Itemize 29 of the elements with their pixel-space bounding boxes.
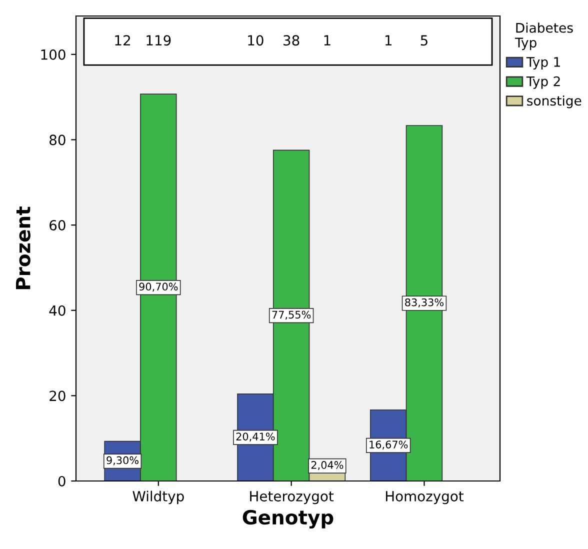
annotation: 10: [248, 35, 264, 46]
y-tick-label: 40: [49, 305, 66, 316]
legend-title: Diabetes Typ: [514, 22, 573, 50]
data-label: 77,55%: [272, 310, 311, 320]
data-label: 16,67%: [370, 440, 408, 450]
annotation: 1: [324, 35, 330, 46]
legend-label: Typ 1: [526, 57, 560, 70]
annotation: 12: [115, 35, 130, 46]
data-label: 9,30%: [106, 456, 138, 466]
y-tick-label: 80: [50, 134, 66, 146]
y-tick-label: 0: [58, 476, 66, 486]
data-label: 90,70%: [139, 282, 178, 292]
legend-label: sonstige: [527, 95, 582, 108]
data-label: 2,04%: [311, 461, 344, 470]
y-tick-label: 60: [50, 220, 66, 231]
data-label: 20,41%: [236, 432, 275, 442]
x-axis-title: Genotyp: [242, 510, 334, 529]
x-tick-label: Wildtyp: [132, 490, 184, 504]
x-tick-label: Heterozygot: [250, 491, 334, 504]
x-tick-label: Homozygot: [386, 491, 464, 504]
legend-label: Typ 2: [526, 76, 560, 89]
y-tick-label: 20: [50, 390, 66, 402]
annotation: 5: [420, 35, 428, 46]
data-label: 83,33%: [405, 298, 444, 308]
annotation: 38: [284, 35, 300, 46]
y-tick-label: 100: [41, 49, 66, 60]
y-axis-title: Prozent: [16, 206, 30, 290]
annotation: 119: [146, 35, 171, 46]
annotation: 1: [385, 35, 392, 46]
